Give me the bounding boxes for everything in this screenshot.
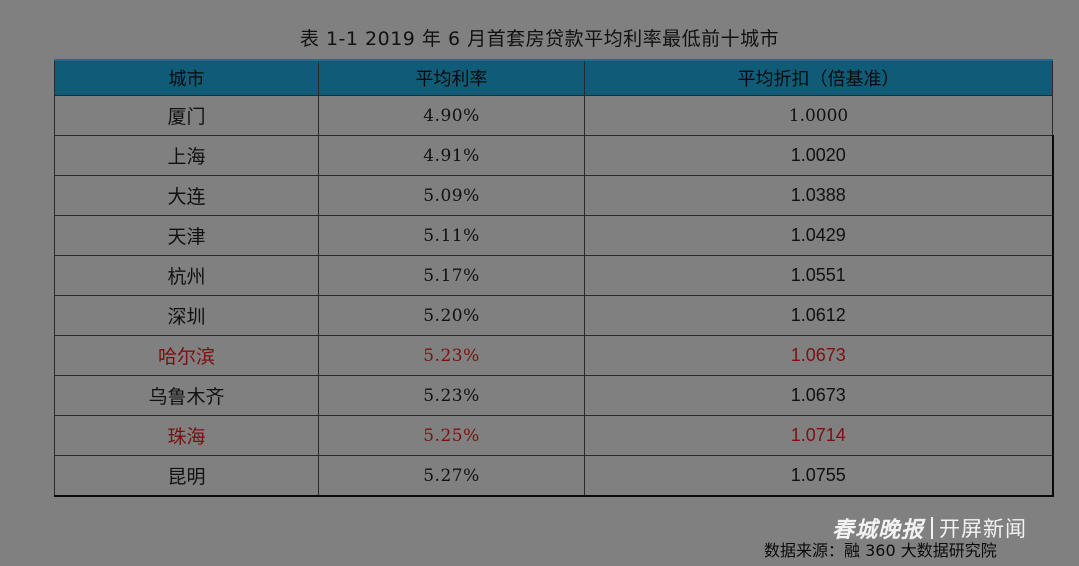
city-cell: 珠海 <box>54 415 319 456</box>
rate-cell: 5.09% <box>318 175 585 216</box>
table-row: 深圳 5.20% 1.0612 <box>54 295 1054 336</box>
table-row: 天津 5.11% 1.0429 <box>54 215 1054 256</box>
data-source-note: 数据来源：融 360 大数据研究院 <box>764 541 997 560</box>
table-row: 厦门 4.90% 1.0000 <box>54 95 1053 136</box>
city-cell: 深圳 <box>54 295 319 336</box>
discount-cell: 1.0551 <box>584 255 1054 296</box>
rate-cell: 5.23% <box>318 375 585 416</box>
watermark: 春城晚报 开屏新闻 <box>832 512 1027 544</box>
table-header-row: 城市 平均利率 平均折扣（倍基准） <box>54 59 1053 96</box>
city-cell: 天津 <box>54 215 319 256</box>
table-row-highlighted: 哈尔滨 5.23% 1.0673 <box>54 335 1054 376</box>
rate-cell: 4.91% <box>318 135 585 176</box>
rate-cell: 5.20% <box>318 295 585 336</box>
discount-cell: 1.0673 <box>584 375 1054 416</box>
table-row: 杭州 5.17% 1.0551 <box>54 255 1054 296</box>
interest-rate-table: 城市 平均利率 平均折扣（倍基准） 厦门 4.90% 1.0000 上海 4.9… <box>54 59 1054 497</box>
newspaper-logo: 春城晚报 <box>832 517 925 543</box>
watermark-divider <box>931 517 934 539</box>
discount-cell: 1.0020 <box>584 135 1054 176</box>
discount-cell: 1.0000 <box>584 95 1053 136</box>
table-row: 乌鲁木齐 5.23% 1.0673 <box>54 375 1054 416</box>
discount-cell: 1.0612 <box>584 295 1054 336</box>
city-cell: 上海 <box>54 135 319 176</box>
city-cell: 杭州 <box>54 255 319 296</box>
table-title: 表 1-1 2019 年 6 月首套房贷款平均利率最低前十城市 <box>299 28 780 50</box>
header-average-rate: 平均利率 <box>318 59 585 96</box>
city-cell: 哈尔滨 <box>54 335 319 376</box>
table-row-highlighted: 珠海 5.25% 1.0714 <box>54 415 1054 456</box>
discount-cell: 1.0429 <box>584 215 1054 256</box>
header-average-discount: 平均折扣（倍基准） <box>584 59 1053 96</box>
rate-cell: 4.90% <box>318 95 585 136</box>
header-city: 城市 <box>54 59 319 96</box>
city-cell: 乌鲁木齐 <box>54 375 319 416</box>
rate-cell: 5.11% <box>318 215 585 256</box>
rate-cell: 5.17% <box>318 255 585 296</box>
table-row: 上海 4.91% 1.0020 <box>54 135 1054 176</box>
city-cell: 大连 <box>54 175 319 216</box>
discount-cell: 1.0388 <box>584 175 1054 216</box>
rate-cell: 5.27% <box>318 455 585 497</box>
table-row: 大连 5.09% 1.0388 <box>54 175 1054 216</box>
discount-cell: 1.0673 <box>584 335 1054 376</box>
table-row: 昆明 5.27% 1.0755 <box>54 455 1054 497</box>
watermark-name: 开屏新闻 <box>939 517 1028 541</box>
rate-cell: 5.23% <box>318 335 585 376</box>
city-cell: 昆明 <box>54 455 319 497</box>
city-cell: 厦门 <box>54 95 319 136</box>
rate-cell: 5.25% <box>318 415 585 456</box>
discount-cell: 1.0755 <box>584 455 1054 497</box>
discount-cell: 1.0714 <box>584 415 1054 456</box>
